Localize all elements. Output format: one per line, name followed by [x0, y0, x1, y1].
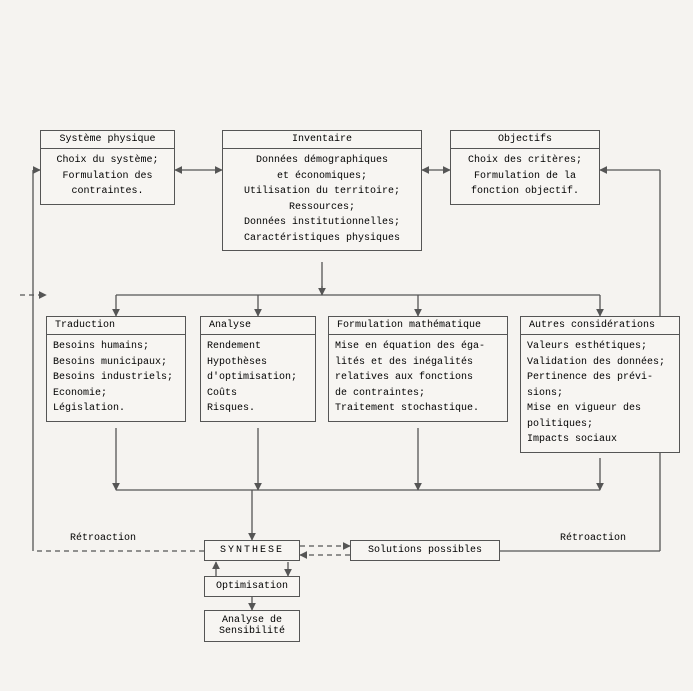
body-formulation: Mise en équation des éga- lités et des i… [329, 335, 507, 421]
box-objectifs: Objectifs Choix des critères; Formulatio… [450, 130, 600, 205]
body-traduction: Besoins humains; Besoins municipaux; Bes… [47, 335, 185, 421]
body-systeme-physique: Choix du système; Formulation des contra… [41, 149, 174, 204]
title-inventaire: Inventaire [223, 131, 421, 149]
box-synthese: SYNTHESE [204, 540, 300, 561]
body-inventaire: Données démographiques et économiques; U… [223, 149, 421, 250]
body-autres: Valeurs esthétiques; Validation des donn… [521, 335, 679, 452]
box-systeme-physique: Système physique Choix du système; Formu… [40, 130, 175, 205]
title-traduction: Traduction [47, 317, 185, 335]
box-optimisation: Optimisation [204, 576, 300, 597]
label-retroaction-left: Rétroaction [70, 533, 136, 544]
body-analyse: Rendement Hypothèses d'optimisation; Coû… [201, 335, 315, 421]
box-autres: Autres considérations Valeurs esthétique… [520, 316, 680, 453]
box-solutions-possibles: Solutions possibles [350, 540, 500, 561]
title-systeme-physique: Système physique [41, 131, 174, 149]
box-analyse-sensibilite: Analyse de Sensibilité [204, 610, 300, 642]
box-analyse: Analyse Rendement Hypothèses d'optimisat… [200, 316, 316, 422]
title-objectifs: Objectifs [451, 131, 599, 149]
diagram-canvas: Système physique Choix du système; Formu… [0, 0, 693, 691]
box-inventaire: Inventaire Données démographiques et éco… [222, 130, 422, 251]
body-objectifs: Choix des critères; Formulation de la fo… [451, 149, 599, 204]
box-formulation: Formulation mathématique Mise en équatio… [328, 316, 508, 422]
title-formulation: Formulation mathématique [329, 317, 507, 335]
title-autres: Autres considérations [521, 317, 679, 335]
label-retroaction-right: Rétroaction [560, 533, 626, 544]
box-traduction: Traduction Besoins humains; Besoins muni… [46, 316, 186, 422]
title-analyse: Analyse [201, 317, 315, 335]
